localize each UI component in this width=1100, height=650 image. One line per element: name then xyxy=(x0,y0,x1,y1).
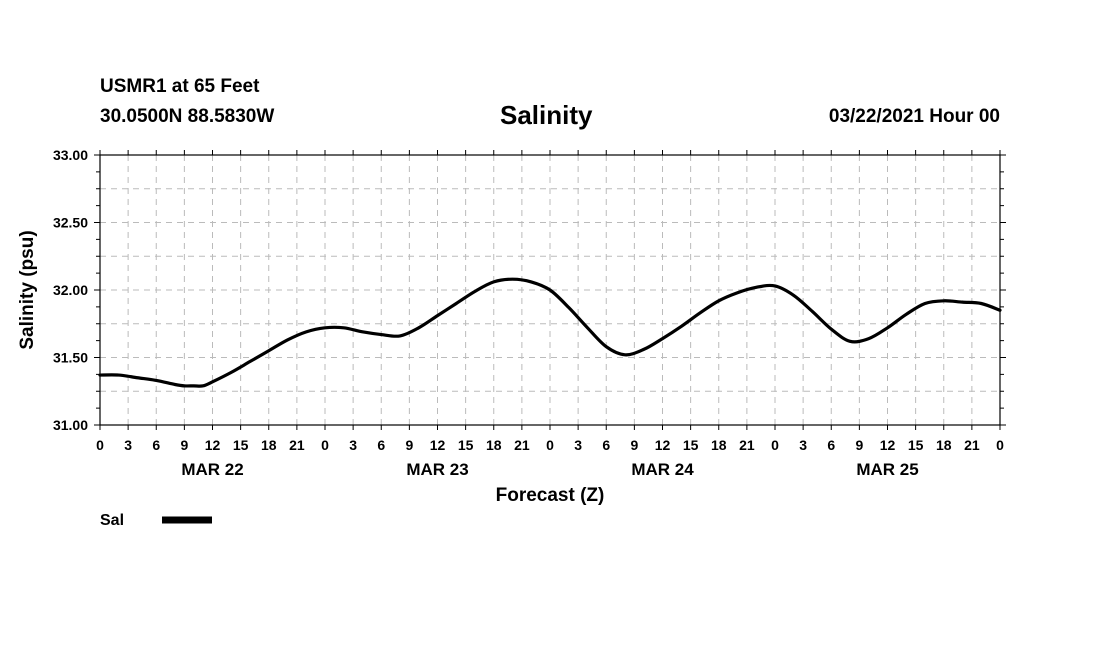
x-axis-ticks: 0 3 6 9 12 15 18 21 0 3 6 9 12 15 18 21 0 3 6 9 12 15 18 21 0 3 6 9… xyxy=(96,437,1004,453)
x-axis-label: Forecast (Z) xyxy=(496,485,605,506)
x-tick-label: 3 xyxy=(124,437,132,453)
legend: Sal xyxy=(100,512,212,529)
x-tick-label: 21 xyxy=(289,437,305,453)
x-tick-label: 12 xyxy=(430,437,446,453)
y-tick-label: 31.00 xyxy=(53,417,88,433)
salinity-series-line xyxy=(98,277,1002,388)
x-tick-label: 9 xyxy=(855,437,863,453)
y-axis-label: Salinity (psu) xyxy=(17,230,38,349)
x-tick-label: 21 xyxy=(964,437,980,453)
x-tick-label: 0 xyxy=(771,437,779,453)
x-tick-label: 18 xyxy=(261,437,277,453)
x-tick-label: 18 xyxy=(486,437,502,453)
y-tick-label: 31.50 xyxy=(53,350,88,366)
forecast-timestamp: 03/22/2021 Hour 00 xyxy=(828,106,1000,127)
station-label: USMR1 at 65 Feet xyxy=(100,76,260,97)
grid-lines xyxy=(100,155,1000,425)
y-tick-label: 32.50 xyxy=(53,215,88,231)
x-tick-label: 12 xyxy=(205,437,221,453)
day-label: MAR 22 xyxy=(181,460,243,479)
x-tick-label: 6 xyxy=(377,437,385,453)
x-tick-label: 0 xyxy=(546,437,554,453)
chart-title: Salinity xyxy=(500,100,593,130)
x-tick-label: 18 xyxy=(936,437,952,453)
x-tick-label: 12 xyxy=(655,437,671,453)
x-tick-label: 9 xyxy=(180,437,188,453)
x-tick-label: 9 xyxy=(405,437,413,453)
y-axis-ticks: 31.00 31.50 32.00 32.50 33.00 xyxy=(53,147,88,433)
x-tick-label: 15 xyxy=(233,437,249,453)
x-tick-label: 21 xyxy=(514,437,530,453)
x-tick-label: 3 xyxy=(799,437,807,453)
x-tick-label: 6 xyxy=(827,437,835,453)
x-tick-label: 15 xyxy=(683,437,699,453)
x-tick-label: 6 xyxy=(152,437,160,453)
y-tick-label: 32.00 xyxy=(53,282,88,298)
x-tick-label: 18 xyxy=(711,437,727,453)
day-label: MAR 25 xyxy=(856,460,918,479)
x-tick-label: 3 xyxy=(574,437,582,453)
station-coordinates: 30.0500N 88.5830W xyxy=(100,106,275,127)
x-tick-label: 21 xyxy=(739,437,755,453)
y-tick-label: 33.00 xyxy=(53,147,88,163)
x-tick-label: 0 xyxy=(321,437,329,453)
day-label: MAR 24 xyxy=(631,460,694,479)
legend-label: Sal xyxy=(100,512,124,529)
day-labels: MAR 22 MAR 23 MAR 24 MAR 25 xyxy=(181,460,918,479)
x-tick-label: 0 xyxy=(996,437,1004,453)
minor-ticks xyxy=(94,150,1006,430)
x-tick-label: 9 xyxy=(630,437,638,453)
x-tick-label: 6 xyxy=(602,437,610,453)
x-tick-label: 12 xyxy=(880,437,896,453)
x-tick-label: 0 xyxy=(96,437,104,453)
x-tick-label: 15 xyxy=(458,437,474,453)
x-tick-label: 3 xyxy=(349,437,357,453)
x-tick-label: 15 xyxy=(908,437,924,453)
day-label: MAR 23 xyxy=(406,460,468,479)
